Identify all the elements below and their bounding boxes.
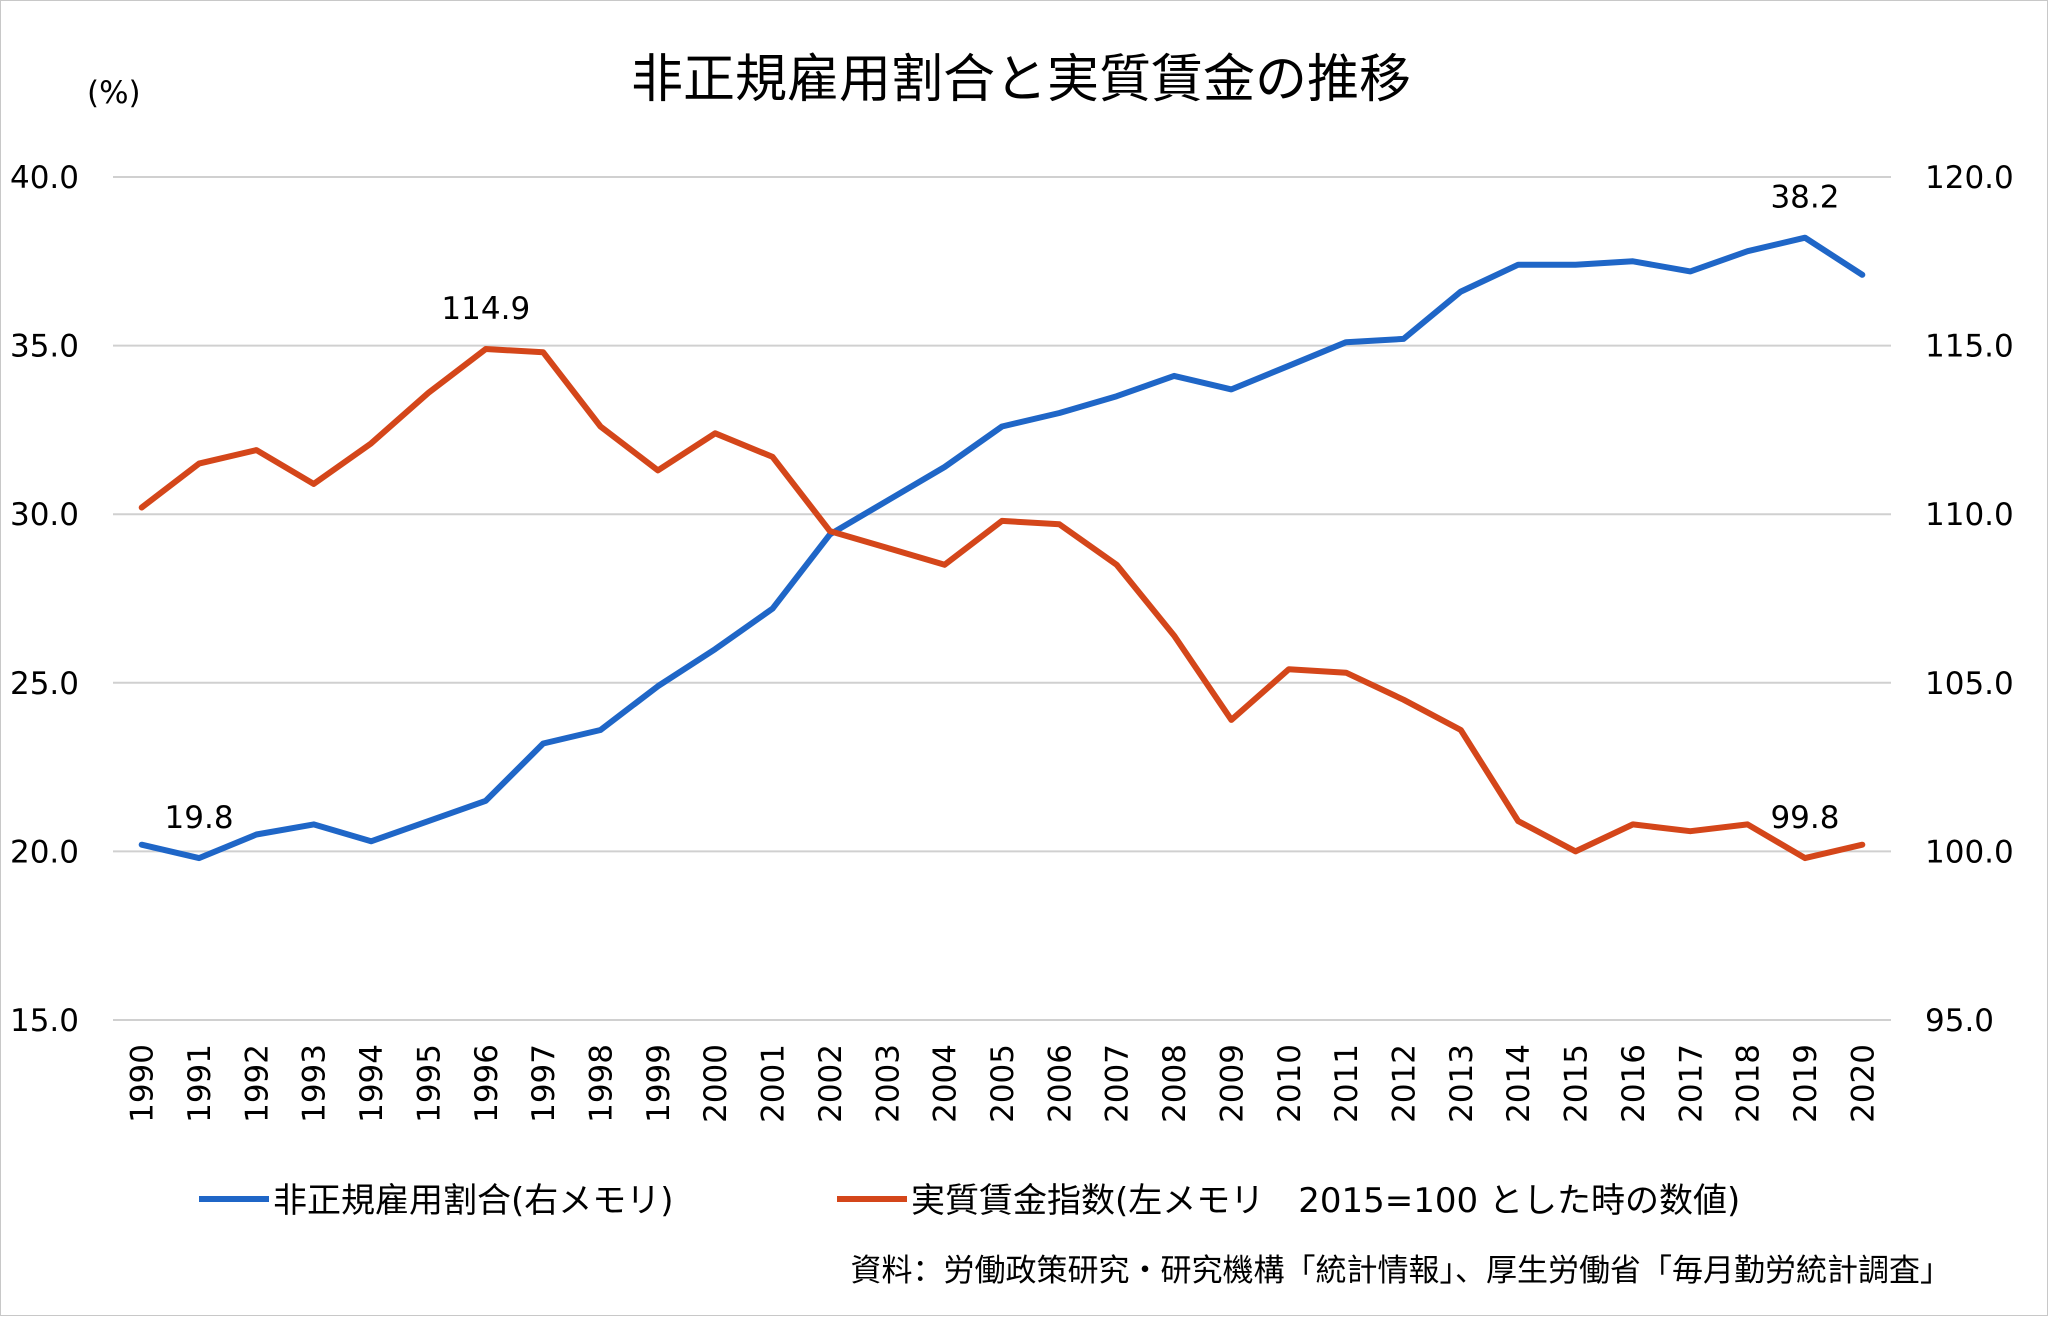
x-tick-label: 1997 [526, 1044, 562, 1123]
x-tick-label: 2003 [870, 1044, 906, 1123]
x-tick-label: 1996 [469, 1044, 505, 1123]
left-tick-label: 35.0 [10, 329, 79, 365]
x-tick-label: 2011 [1329, 1044, 1365, 1123]
source-note: 資料：労働政策研究・研究機構「統計情報」、厚生労働省「毎月勤労統計調査」 [851, 1253, 1952, 1289]
right-tick-label: 115.0 [1925, 329, 2014, 365]
series-line-non-regular [138, 234, 1866, 862]
left-axis-ticks: 15.0 20.0 25.0 30.0 35.0 40.0 [10, 160, 79, 1039]
x-axis-ticks: 1990 1991 1992 1993 1994 1995 1996 1997 1998 1999… [125, 1044, 1882, 1123]
x-tick-label: 2020 [1845, 1044, 1881, 1123]
right-tick-label: 95.0 [1925, 1003, 1994, 1039]
x-tick-label: 2002 [813, 1044, 849, 1123]
x-tick-label: 2006 [1042, 1044, 1078, 1123]
right-tick-label: 100.0 [1925, 834, 2014, 870]
x-tick-label: 2018 [1731, 1044, 1767, 1123]
legend-label-non-regular: 非正規雇用割合(右メモリ) [273, 1181, 674, 1221]
data-label: 38.2 [1770, 180, 1839, 216]
x-tick-label: 2007 [1100, 1044, 1136, 1123]
x-tick-label: 2010 [1272, 1044, 1308, 1123]
x-tick-label: 1994 [354, 1044, 390, 1123]
x-tick-label: 2001 [756, 1044, 792, 1123]
x-tick-label: 1991 [182, 1044, 218, 1123]
left-tick-label: 20.0 [10, 834, 79, 870]
x-tick-label: 2000 [698, 1044, 734, 1123]
data-labels: 19.8 38.2 114.9 99.8 [165, 180, 1840, 836]
right-tick-label: 110.0 [1925, 497, 2014, 533]
series-line-real-wage [138, 346, 1866, 862]
x-tick-label: 2016 [1616, 1044, 1652, 1123]
x-tick-label: 1995 [411, 1044, 447, 1123]
left-tick-label: 30.0 [10, 497, 79, 533]
x-tick-label: 2017 [1673, 1044, 1709, 1123]
x-tick-label: 2019 [1788, 1044, 1824, 1123]
x-tick-label: 2004 [928, 1044, 964, 1123]
x-tick-label: 1998 [584, 1044, 620, 1123]
data-label: 19.8 [165, 800, 234, 836]
left-axis-unit: (%) [87, 75, 141, 111]
data-label: 114.9 [441, 291, 530, 327]
x-tick-label: 2013 [1444, 1044, 1480, 1123]
x-tick-label: 2005 [985, 1044, 1021, 1123]
gridlines [113, 176, 1891, 1021]
x-tick-label: 2015 [1559, 1044, 1595, 1123]
right-tick-label: 120.0 [1925, 160, 2014, 196]
left-tick-label: 40.0 [10, 160, 79, 196]
x-tick-label: 1999 [641, 1044, 677, 1123]
legend-label-real-wage: 実質賃金指数(左メモリ 2015=100 とした時の数値) [911, 1181, 1740, 1221]
x-tick-label: 1993 [297, 1044, 333, 1123]
series-lines [138, 234, 1866, 862]
right-tick-label: 105.0 [1925, 666, 2014, 702]
x-tick-label: 2012 [1386, 1044, 1422, 1123]
left-tick-label: 25.0 [10, 666, 79, 702]
x-tick-label: 1992 [239, 1044, 275, 1123]
data-label: 99.8 [1770, 800, 1839, 836]
x-tick-label: 1990 [125, 1044, 161, 1123]
x-tick-label: 2008 [1157, 1044, 1193, 1123]
left-tick-label: 15.0 [10, 1003, 79, 1039]
x-tick-label: 2014 [1501, 1044, 1537, 1123]
x-tick-label: 2009 [1214, 1044, 1250, 1123]
right-axis-ticks: 95.0 100.0 105.0 110.0 115.0 120.0 [1925, 160, 2014, 1039]
legend: 非正規雇用割合(右メモリ) 実質賃金指数(左メモリ 2015=100 とした時の… [199, 1181, 1740, 1221]
chart-title: 非正規雇用割合と実質賃金の推移 [631, 50, 1411, 110]
